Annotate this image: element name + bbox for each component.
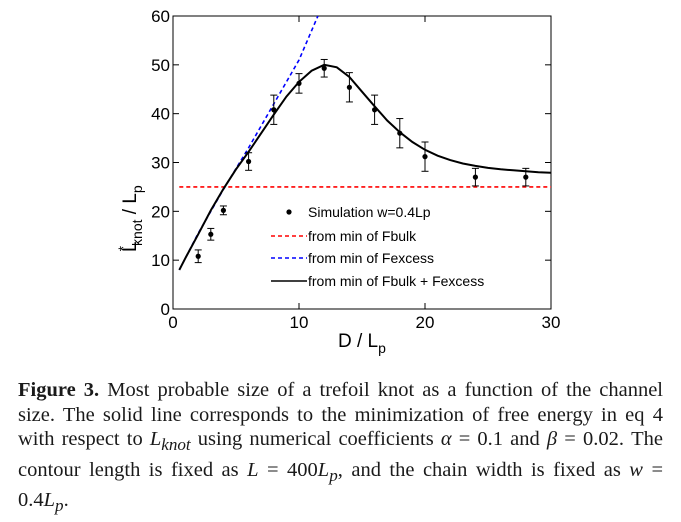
- legend-label-total: from min of Fbulk + Fexcess: [308, 273, 484, 289]
- data-point: [421, 141, 429, 172]
- data-point: [396, 118, 404, 149]
- data-point: [295, 73, 303, 94]
- x-tick-labels: 0 10 20 30: [168, 313, 560, 332]
- point-marker: [246, 158, 252, 165]
- x-tick-label: 30: [542, 313, 561, 332]
- data-point: [522, 167, 530, 187]
- series-layer: [178, 16, 551, 271]
- point-marker: [422, 154, 428, 160]
- data-point: [320, 58, 328, 78]
- point-marker: [208, 231, 214, 237]
- y-tick-label: 40: [151, 105, 170, 124]
- legend-marker-simulation: [286, 209, 292, 215]
- data-point: [471, 167, 479, 187]
- y-tick-label: 0: [161, 300, 170, 319]
- point-marker: [397, 130, 403, 136]
- point-marker: [523, 174, 529, 180]
- y-tick-label: 10: [151, 251, 170, 270]
- legend-label-simulation: Simulation w=0.4Lp: [308, 204, 431, 220]
- point-marker: [372, 107, 378, 113]
- figure-caption: Figure 3. Most probable size of a trefoi…: [18, 379, 664, 516]
- y-tick-label: 60: [151, 7, 170, 26]
- y-tick-label: 50: [151, 56, 170, 75]
- data-point: [194, 249, 202, 264]
- x-tick-label: 20: [416, 313, 435, 332]
- legend-label-fbulk: from min of Fbulk: [308, 228, 417, 244]
- data-point: [270, 94, 278, 125]
- point-marker: [472, 174, 478, 180]
- data-point: [207, 227, 215, 241]
- axis-ticks: [172, 15, 552, 310]
- legend: Simulation w=0.4Lp from min of Fbulk fro…: [271, 204, 484, 289]
- y-tick-label: 30: [151, 154, 170, 173]
- series-line-2: [178, 16, 319, 271]
- y-tick-labels: 0 10 20 30 40 50 60: [151, 7, 170, 319]
- x-tick-label: 0: [168, 313, 177, 332]
- x-tick-label: 10: [290, 313, 309, 332]
- data-point: [371, 94, 379, 125]
- data-point: [219, 205, 227, 216]
- point-marker: [271, 107, 277, 113]
- point-marker: [296, 80, 302, 86]
- chart: 0 10 20 30 0 10 20 30 40 50 60 D / Lp L*knot / Lp…: [115, 7, 560, 356]
- y-axis-label: L*knot / Lp: [115, 185, 145, 252]
- legend-label-fexcess: from min of Fexcess: [308, 250, 434, 266]
- point-marker: [195, 253, 201, 259]
- y-tick-label: 20: [151, 202, 170, 221]
- data-point: [245, 152, 253, 171]
- series-line-3: [178, 63, 551, 271]
- figure-label: Figure 3.: [18, 379, 100, 401]
- point-marker: [220, 207, 226, 213]
- point-marker: [346, 84, 352, 90]
- point-marker: [321, 65, 327, 71]
- x-axis-label: D / Lp: [338, 331, 386, 356]
- data-point: [345, 72, 353, 103]
